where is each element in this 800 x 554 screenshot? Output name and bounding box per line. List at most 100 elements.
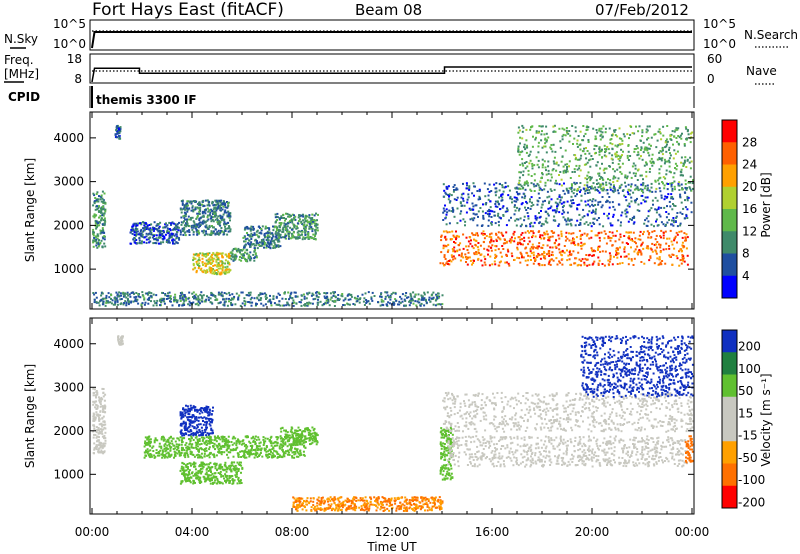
echo-cell <box>566 189 569 192</box>
echo-cell <box>268 227 271 230</box>
echo-cell <box>152 226 154 229</box>
echo-cell <box>186 405 189 408</box>
echo-cell <box>676 257 679 260</box>
echo-cell <box>657 206 660 209</box>
echo-cell <box>497 212 500 215</box>
echo-cell <box>289 294 292 297</box>
echo-cell <box>244 244 247 247</box>
echo-cell <box>616 155 619 158</box>
echo-cell <box>684 183 687 186</box>
echo-cell <box>217 229 220 232</box>
echo-cell <box>563 128 566 131</box>
echo-cell <box>594 212 597 215</box>
echo-cell <box>251 235 254 238</box>
echo-cell <box>136 242 139 245</box>
echo-cell <box>420 302 423 305</box>
echo-cell <box>205 422 208 425</box>
echo-cell <box>626 211 629 214</box>
echo-cell <box>467 251 470 254</box>
echo-cell <box>102 442 105 445</box>
echo-cell <box>171 221 174 224</box>
echo-cell <box>490 222 493 225</box>
power-cbar-tick-24: 24 <box>742 158 757 172</box>
echo-cell <box>500 199 503 202</box>
echo-cell <box>667 183 670 185</box>
echo-cell <box>269 294 271 297</box>
echo-cell <box>269 300 272 303</box>
echo-cell <box>575 236 578 239</box>
echo-cell <box>570 188 573 190</box>
echo-cell <box>488 213 491 215</box>
echo-cell <box>103 217 106 220</box>
echo-cell <box>476 246 479 249</box>
echo-cell <box>656 241 659 243</box>
echo-cell <box>223 304 226 307</box>
echo-cell <box>137 295 140 298</box>
echo-cell <box>174 223 177 226</box>
echo-cell <box>618 187 621 190</box>
echo-cell <box>116 136 119 139</box>
echo-cell <box>620 255 622 258</box>
echo-cell <box>638 249 641 251</box>
echo-cell <box>466 249 469 251</box>
echo-cell <box>177 229 180 232</box>
echo-cell <box>625 215 628 218</box>
echo-cell <box>647 151 650 154</box>
echo-cell <box>100 449 103 452</box>
echo-cell <box>275 215 278 218</box>
echo-cell <box>489 206 492 209</box>
echo-cell <box>625 208 628 211</box>
echo-cell <box>611 231 614 234</box>
echo-cell <box>332 294 335 297</box>
echo-cell <box>599 138 602 141</box>
echo-cell <box>650 186 653 189</box>
echo-cell <box>551 169 554 172</box>
echo-cell <box>245 260 248 262</box>
echo-cell <box>102 231 105 234</box>
echo-cell <box>311 217 314 219</box>
echo-cell <box>118 134 120 137</box>
echo-cell <box>611 224 614 227</box>
echo-cell <box>664 225 667 227</box>
echo-cell <box>209 301 212 304</box>
echo-cell <box>314 233 317 236</box>
echo-cell <box>242 254 245 257</box>
echo-cell <box>206 199 209 202</box>
echo-cell <box>224 206 227 209</box>
echo-cell <box>640 174 643 177</box>
echo-cell <box>635 125 637 128</box>
echo-cell <box>672 224 675 227</box>
echo-cell <box>358 301 361 304</box>
echo-cell <box>231 249 234 252</box>
echo-cell <box>521 232 524 234</box>
echo-cell <box>627 231 630 234</box>
echo-cell <box>691 182 694 185</box>
echo-cell <box>489 233 491 236</box>
echo-cell <box>208 209 211 212</box>
echo-cell <box>315 294 318 297</box>
echo-cell <box>198 210 201 213</box>
echo-cell <box>249 259 252 262</box>
echo-cell <box>305 304 308 307</box>
echo-cell <box>278 222 281 224</box>
echo-cell <box>97 242 100 245</box>
echo-cell <box>95 396 97 399</box>
echo-cell <box>155 228 158 231</box>
echo-cell <box>538 197 541 199</box>
echo-cell <box>521 202 524 205</box>
echo-cell <box>674 129 677 132</box>
echo-cell <box>594 210 597 213</box>
echo-cell <box>223 298 226 301</box>
echo-cell <box>653 133 656 136</box>
echo-cell <box>490 223 493 226</box>
echo-cell <box>670 197 673 200</box>
echo-cell <box>576 189 579 192</box>
echo-cell <box>672 157 675 160</box>
echo-cell <box>155 239 158 242</box>
echo-cell <box>227 215 230 218</box>
echo-cell <box>283 217 285 219</box>
echo-cell <box>183 294 186 296</box>
echo-cell <box>568 219 571 222</box>
echo-cell <box>587 199 590 202</box>
echo-cell <box>94 197 97 199</box>
